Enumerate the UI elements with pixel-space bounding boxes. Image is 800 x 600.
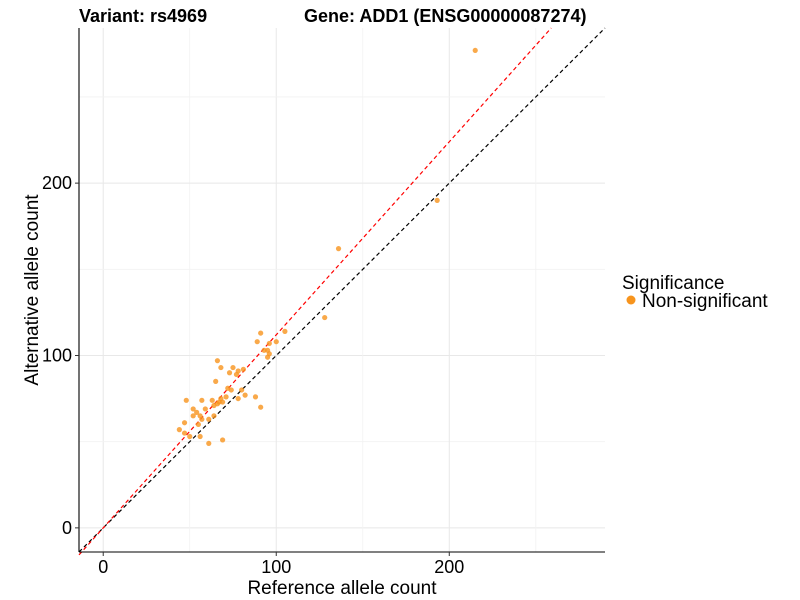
data-point (190, 413, 196, 419)
data-point (211, 413, 217, 419)
data-point (472, 47, 478, 54)
reference-line-identity (78, 27, 606, 553)
data-point (220, 437, 226, 443)
data-point (183, 397, 189, 403)
data-point (194, 409, 200, 415)
data-point (213, 378, 219, 384)
data-point (181, 430, 188, 436)
data-point (176, 427, 182, 433)
data-point (209, 397, 215, 403)
data-point (220, 399, 226, 405)
data-point (187, 433, 193, 440)
data-point (226, 370, 233, 376)
y-tick-label: 200 (42, 173, 72, 193)
data-point (254, 339, 260, 345)
data-point (206, 416, 212, 422)
data-point (240, 366, 246, 372)
legend-swatch (626, 295, 636, 305)
data-point (230, 364, 236, 371)
data-point (273, 339, 279, 345)
data-point (199, 397, 205, 403)
chart-title-variant: Variant: rs4969 (79, 6, 207, 26)
legend-title: Significance (622, 273, 724, 294)
legend: Significance Non-significant (622, 273, 768, 312)
legend-label-non-significant: Non-significant (642, 291, 768, 312)
data-points (176, 47, 478, 447)
x-axis-ticks: 0 100 200 (98, 552, 464, 577)
chart-title-gene: Gene: ADD1 (ENSG00000087274) (304, 6, 586, 26)
data-point (242, 392, 248, 398)
data-point (258, 404, 264, 410)
data-point (206, 440, 212, 447)
data-point (322, 314, 328, 321)
x-axis-label: Reference allele count (247, 578, 437, 599)
y-axis-ticks: 0 100 200 (42, 173, 79, 538)
data-point (202, 406, 208, 412)
data-point (282, 328, 288, 334)
grid-lines (79, 28, 605, 552)
data-point (228, 387, 234, 393)
data-point (214, 358, 221, 364)
data-point (239, 387, 245, 393)
data-point (235, 395, 241, 402)
data-point (199, 416, 205, 422)
data-point (335, 246, 342, 252)
data-point (197, 433, 203, 440)
y-axis-label: Alternative allele count (22, 194, 43, 386)
data-point (258, 330, 264, 336)
data-point (434, 197, 440, 203)
data-point (235, 368, 241, 374)
reference-lines (78, 27, 606, 556)
data-point (266, 340, 272, 347)
x-tick-label: 0 (98, 557, 108, 577)
x-tick-label: 200 (434, 557, 464, 577)
data-point (252, 394, 259, 400)
data-point (195, 421, 201, 428)
y-tick-label: 0 (62, 518, 72, 538)
y-tick-label: 100 (42, 346, 72, 366)
data-point (223, 394, 229, 400)
data-point (181, 420, 188, 426)
data-point (264, 354, 271, 360)
data-point (218, 364, 224, 371)
x-tick-label: 100 (261, 557, 291, 577)
reference-line-fit (78, 27, 552, 556)
data-point (211, 402, 217, 409)
data-point (190, 406, 196, 412)
